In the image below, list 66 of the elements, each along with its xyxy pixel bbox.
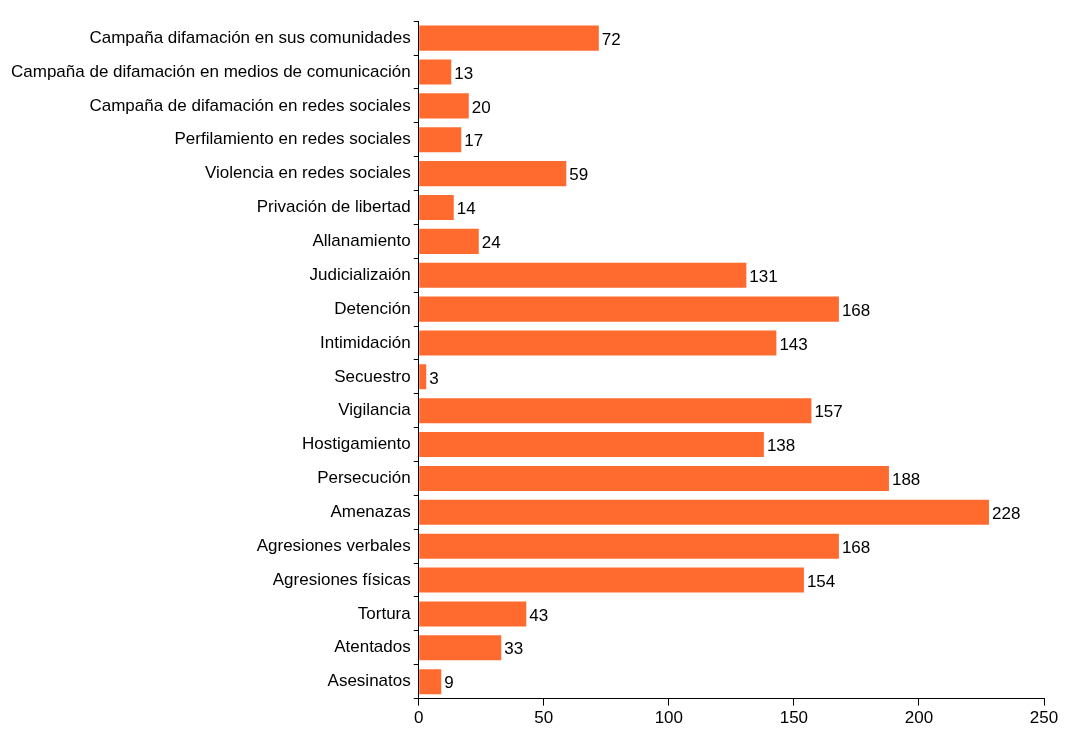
data-label: 131 <box>749 266 778 286</box>
data-label: 43 <box>529 605 549 625</box>
y-tick-label: Perfilamiento en redes sociales <box>174 129 411 149</box>
bar <box>419 567 804 593</box>
y-tick-label: Violencia en redes sociales <box>205 163 411 183</box>
bar <box>419 262 747 288</box>
y-tick-label: Atentados <box>334 637 411 657</box>
y-tick-label: Privación de libertad <box>256 197 411 217</box>
x-tick-label: 50 <box>534 708 554 728</box>
data-label: 168 <box>841 537 871 557</box>
data-label: 9 <box>444 673 454 693</box>
y-tick-label: Amenazas <box>330 502 411 521</box>
bar <box>419 161 567 187</box>
y-tick-label: Detención <box>334 298 411 318</box>
data-label: 14 <box>456 199 476 219</box>
data-label: 33 <box>504 639 524 659</box>
y-tick-label: Campaña difamación en sus comunidades <box>89 27 411 47</box>
data-label: 13 <box>454 63 474 83</box>
x-tick-label: 250 <box>1029 708 1059 728</box>
y-tick-label: Campaña de difamación en redes sociales <box>89 95 411 115</box>
y-tick-label: Asesinatos <box>327 671 411 691</box>
data-label: 24 <box>481 233 501 253</box>
y-tick-label: Hostigamiento <box>302 434 411 454</box>
bar <box>419 330 777 356</box>
y-tick-label: Agresiones físicas <box>272 569 411 589</box>
y-tick-label: Judicializaión <box>309 264 411 284</box>
bar <box>419 465 889 491</box>
y-tick-label: Allanamiento <box>312 231 411 251</box>
bar <box>419 194 454 221</box>
data-label: 72 <box>601 29 621 49</box>
bar <box>419 635 502 661</box>
data-label: 157 <box>814 402 843 422</box>
bar <box>419 432 764 458</box>
data-label: 168 <box>841 300 871 320</box>
bar <box>419 93 469 119</box>
data-label: 154 <box>806 571 836 591</box>
bar <box>419 669 442 695</box>
bar <box>419 533 839 559</box>
data-label: 143 <box>779 334 808 354</box>
y-tick-label: Intimidación <box>320 332 411 352</box>
bar <box>419 25 599 51</box>
bar <box>419 296 839 322</box>
data-label: 20 <box>471 97 491 117</box>
data-label: 59 <box>569 165 589 185</box>
bar <box>419 499 989 525</box>
data-label: 17 <box>464 131 484 151</box>
y-tick-label: Persecución <box>317 468 411 488</box>
y-tick-label: Campaña de difamación en medios de comunicación <box>11 61 411 81</box>
y-tick-label: Agresiones verbales <box>256 535 411 555</box>
y-tick-label: Vigilancia <box>338 400 412 420</box>
data-label: 3 <box>429 368 439 388</box>
data-label: 228 <box>991 504 1021 523</box>
x-tick-label: 150 <box>779 708 809 728</box>
data-label: 138 <box>766 436 796 456</box>
bar <box>419 398 812 424</box>
y-tick-label: Secuestro <box>334 366 411 386</box>
data-label: 188 <box>891 470 921 490</box>
bar <box>419 59 452 85</box>
bar <box>419 364 427 390</box>
x-tick-label: 0 <box>414 708 424 728</box>
x-tick-label: 200 <box>904 708 934 728</box>
y-tick-label: Tortura <box>357 603 412 623</box>
bar <box>419 127 462 153</box>
bar <box>419 228 479 254</box>
x-tick-label: 100 <box>654 708 684 728</box>
bar <box>419 601 527 627</box>
